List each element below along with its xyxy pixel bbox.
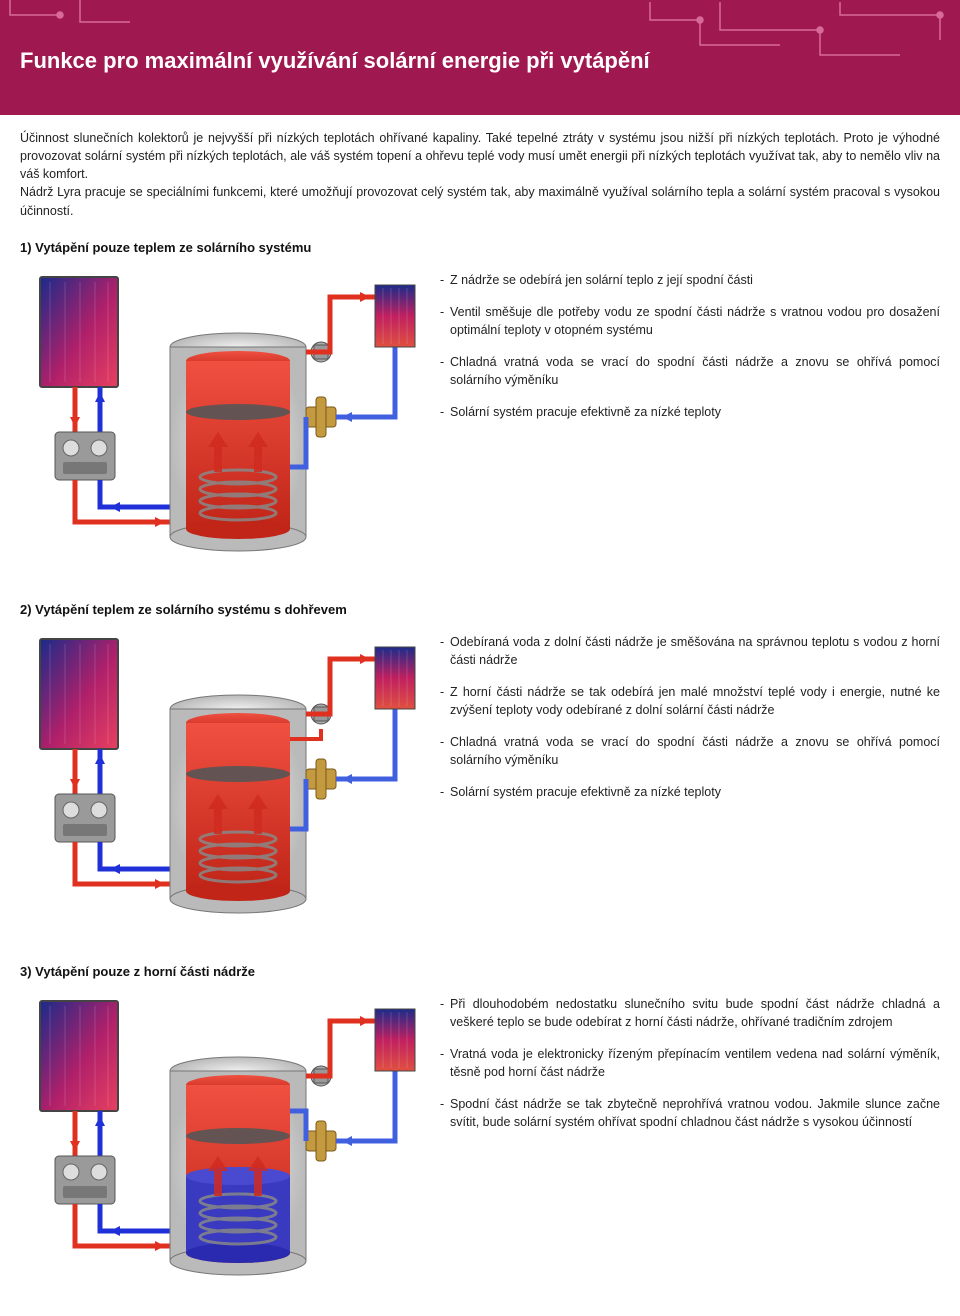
header-decor [640,0,960,70]
bullet-item: Z nádrže se odebírá jen solární teplo z … [440,271,940,289]
solar-heating-diagram [20,991,420,1281]
section-title: 1) Vytápění pouze teplem ze solárního sy… [20,240,940,255]
section-title: 3) Vytápění pouze z horní části nádrže [20,964,940,979]
intro-text: Účinnost slunečních kolektorů je nejvyšš… [0,115,960,230]
bullet-item: Spodní část nádrže se tak zbytečně nepro… [440,1095,940,1131]
bullet-item: Chladná vratná voda se vrací do spodní č… [440,353,940,389]
bullet-item: Vratná voda je elektronicky řízeným přep… [440,1045,940,1081]
bullet-item: Při dlouhodobém nedostatku slunečního sv… [440,995,940,1031]
bullet-item: Z horní části nádrže se tak odebírá jen … [440,683,940,719]
bullet-list: Při dlouhodobém nedostatku slunečního sv… [440,991,940,1146]
section-title: 2) Vytápění teplem ze solárního systému … [20,602,940,617]
solar-heating-diagram [20,267,420,557]
bullet-item: Solární systém pracuje efektivně za nízk… [440,783,940,801]
bullet-list: Odebíraná voda z dolní části nádrže je s… [440,629,940,816]
header-band: Funkce pro maximální využívání solární e… [0,0,960,115]
bullet-item: Solární systém pracuje efektivně za nízk… [440,403,940,421]
diagram [20,991,420,1286]
solar-heating-diagram [20,629,420,919]
header-decor-left [0,0,150,30]
bullet-item: Odebíraná voda z dolní části nádrže je s… [440,633,940,669]
diagram [20,267,420,562]
bullet-list: Z nádrže se odebírá jen solární teplo z … [440,267,940,436]
diagram [20,629,420,924]
bullet-item: Ventil směšuje dle potřeby vodu ze spodn… [440,303,940,339]
section-1: 1) Vytápění pouze teplem ze solárního sy… [0,230,960,592]
section-3: 3) Vytápění pouze z horní části nádrže [0,954,960,1316]
section-2: 2) Vytápění teplem ze solárního systému … [0,592,960,954]
bullet-item: Chladná vratná voda se vrací do spodní č… [440,733,940,769]
